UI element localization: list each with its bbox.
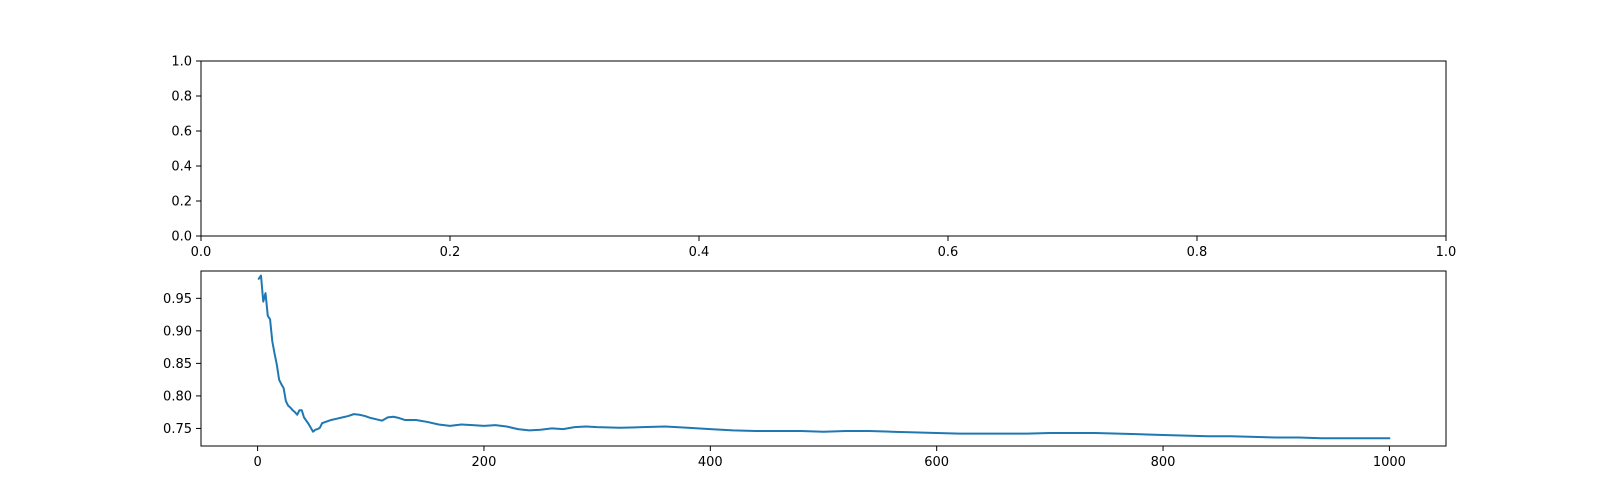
bottom-x-tick-label: 200 bbox=[472, 455, 497, 470]
bottom-y-tick-label: 0.80 bbox=[163, 389, 192, 404]
top-x-tick-label: 0.0 bbox=[191, 245, 212, 260]
top-x-tick-label: 0.8 bbox=[1187, 245, 1208, 260]
top-y-tick-label: 0.4 bbox=[171, 160, 192, 175]
bottom-x-tick-label: 0 bbox=[253, 455, 261, 470]
top-y-tick-label: 0.6 bbox=[171, 125, 192, 140]
top-axes-frame bbox=[200, 60, 1447, 237]
top-x-tick-label: 1.0 bbox=[1436, 245, 1457, 260]
bottom-y-tick-label: 0.75 bbox=[163, 422, 192, 437]
bottom-x-tick-label: 600 bbox=[924, 455, 949, 470]
bottom-y-tick-label: 0.95 bbox=[163, 292, 192, 307]
bottom-axes-frame bbox=[200, 270, 1447, 447]
bottom-axes: 0 200 400 600 800 1000 0.75 0.80 0.85 0.90 0.95 bbox=[163, 270, 1447, 470]
bottom-y-tick-label: 0.85 bbox=[163, 357, 192, 372]
top-y-tick-label: 1.0 bbox=[171, 55, 192, 70]
top-y-tick-label: 0.8 bbox=[171, 90, 192, 105]
bottom-y-tick-label: 0.90 bbox=[163, 324, 192, 339]
top-y-tick-label: 0.2 bbox=[171, 195, 192, 210]
top-axes: 0.0 0.2 0.4 0.6 0.8 1.0 0.0 0.2 0.4 0.6 0.8 1.0 bbox=[171, 55, 1456, 261]
bottom-series-0-line bbox=[257, 274, 1391, 440]
bottom-x-tick-label: 400 bbox=[698, 455, 723, 470]
bottom-x-tick-label: 800 bbox=[1151, 455, 1176, 470]
top-x-tick-label: 0.4 bbox=[689, 245, 710, 260]
bottom-x-tick-label: 1000 bbox=[1373, 455, 1406, 470]
top-x-tick-label: 0.2 bbox=[440, 245, 461, 260]
top-x-tick-label: 0.6 bbox=[938, 245, 959, 260]
top-y-tick-label: 0.0 bbox=[171, 230, 192, 245]
